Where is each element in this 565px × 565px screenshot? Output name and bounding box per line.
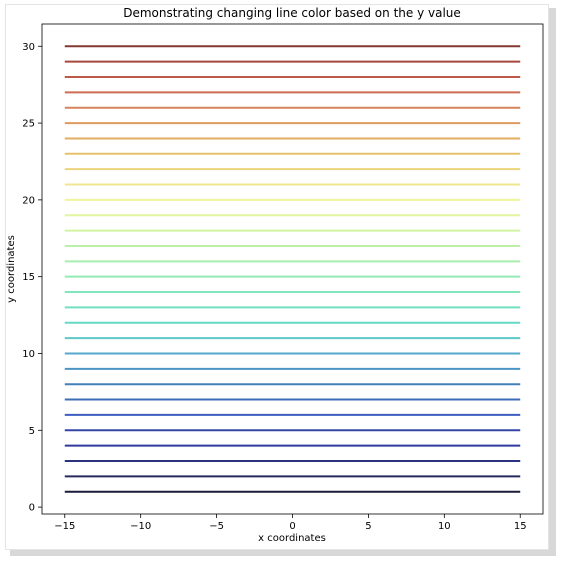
chart-title: Demonstrating changing line color based … bbox=[123, 6, 461, 20]
y-tick-label: 25 bbox=[22, 119, 35, 130]
x-tick-label: 0 bbox=[289, 521, 295, 532]
x-axis-ticks: −15 −10 −5 0 5 10 15 bbox=[54, 514, 527, 532]
y-tick-label: 10 bbox=[22, 349, 35, 360]
x-tick-label: −10 bbox=[130, 521, 151, 532]
y-tick-label: 15 bbox=[22, 272, 35, 283]
y-tick-label: 20 bbox=[22, 195, 35, 206]
y-tick-label: 30 bbox=[22, 42, 35, 53]
x-axis-label: x coordinates bbox=[258, 533, 326, 544]
y-tick-label: 5 bbox=[29, 426, 35, 437]
x-tick-label: 5 bbox=[365, 521, 371, 532]
x-tick-label: −5 bbox=[209, 521, 224, 532]
lines-group bbox=[64, 45, 521, 493]
x-tick-label: −15 bbox=[54, 521, 75, 532]
x-tick-label: 15 bbox=[514, 521, 527, 532]
axes-frame bbox=[41, 23, 544, 515]
plot-area bbox=[41, 23, 544, 515]
y-tick-label: 0 bbox=[29, 503, 35, 514]
x-tick-label: 10 bbox=[438, 521, 451, 532]
y-axis-ticks: 0 5 10 15 20 25 30 bbox=[22, 42, 42, 514]
y-axis-label: y coordinates bbox=[6, 235, 17, 303]
